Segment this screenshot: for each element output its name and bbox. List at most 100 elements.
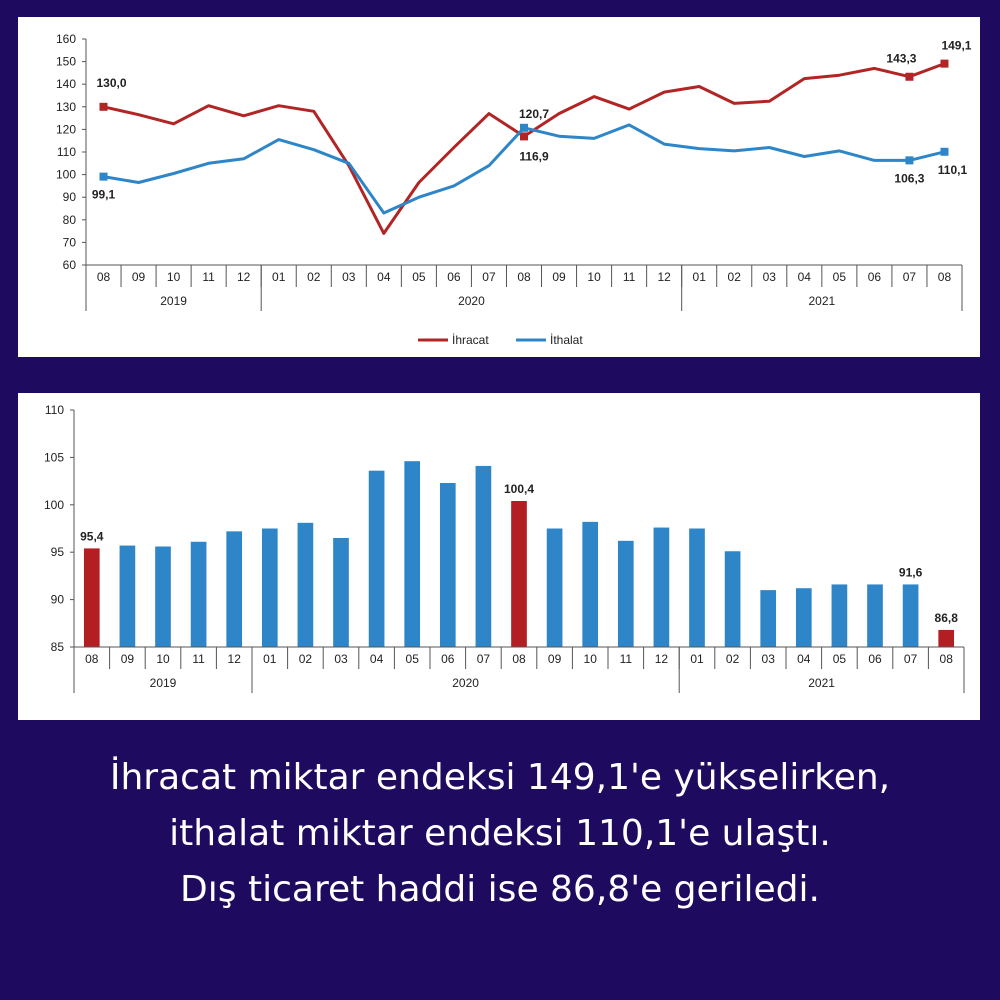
bar-data-label: 100,4 [504, 482, 534, 496]
bar [902, 584, 919, 647]
bar [617, 540, 634, 647]
line-x-tick-label: 05 [833, 270, 847, 284]
line-x-tick-label: 08 [517, 270, 531, 284]
data-point-ithalat [803, 155, 806, 158]
bar-y-tick-label: 90 [51, 593, 65, 607]
data-point-ithalat [873, 159, 876, 162]
bar [831, 584, 848, 647]
bar-year-label: 2021 [808, 676, 835, 690]
bar-y-tick-label: 105 [44, 450, 64, 464]
data-point-ihracat [137, 113, 140, 116]
bar-y-tick-label: 95 [51, 545, 65, 559]
data-label-ithalat: 99,1 [92, 188, 116, 202]
line-x-tick-label: 02 [728, 270, 742, 284]
data-point-ithalat [593, 137, 596, 140]
data-point-ihracat [593, 95, 596, 98]
line-x-tick-label: 11 [202, 270, 215, 284]
line-x-tick-label: 04 [377, 270, 391, 284]
bar-x-tick-label: 09 [548, 652, 562, 666]
data-point-ihracat [940, 59, 949, 68]
data-point-ihracat [99, 102, 108, 111]
line-x-tick-label: 01 [693, 270, 707, 284]
data-point-ihracat [733, 102, 736, 105]
bar-x-tick-label: 06 [441, 652, 455, 666]
export-import-index-panel: 60 70 80 90 100 110 120 130 140 150 160 08 09 10 11 12 0… [18, 17, 980, 357]
line-x-tick-label: 01 [272, 270, 286, 284]
bar [511, 501, 527, 647]
data-label-ithalat: 106,3 [894, 171, 924, 185]
data-point-ihracat [277, 104, 280, 107]
data-point-ihracat [698, 85, 701, 88]
bar [867, 584, 883, 647]
bar [475, 465, 492, 647]
data-point-ihracat [663, 91, 666, 94]
caption-line-3: Dış ticaret haddi ise 86,8'e geriledi. [180, 869, 820, 910]
bar [119, 545, 136, 647]
data-point-ithalat [417, 196, 420, 199]
data-point-ithalat [558, 135, 561, 138]
bar-x-tick-label: 04 [370, 652, 384, 666]
bar-x-tick-label: 08 [512, 652, 526, 666]
bar [689, 528, 705, 647]
line-year-label: 2020 [458, 294, 485, 308]
data-point-ihracat [207, 104, 210, 107]
line-year-label: 2019 [160, 294, 187, 308]
line-year-label: 2021 [808, 294, 835, 308]
data-point-ithalat [905, 156, 914, 165]
line-x-tick-label: 09 [132, 270, 146, 284]
bar-x-tick-label: 02 [299, 652, 313, 666]
data-point-ihracat [628, 108, 631, 111]
bar-x-tick-label: 01 [690, 652, 704, 666]
data-point-ihracat [768, 100, 771, 103]
bar-x-tick-label: 11 [192, 652, 205, 666]
terms-of-trade-panel: 85 90 95 100 105 110 95,4 100,4 91,6 86,8 08 09 10 11… [18, 393, 980, 720]
data-point-ithalat [137, 181, 140, 184]
bar-data-label: 95,4 [80, 529, 104, 543]
bar-x-tick-label: 05 [833, 652, 847, 666]
bar [546, 528, 563, 647]
bar-x-tick-label: 09 [121, 652, 135, 666]
bar-y-tick-label: 85 [51, 640, 65, 654]
bar-x-tick-label: 11 [620, 652, 633, 666]
bar [404, 461, 421, 647]
data-label-ihracat: 149,1 [941, 39, 971, 53]
data-label-ihracat: 130,0 [97, 76, 127, 90]
bar [83, 548, 100, 647]
data-point-ithalat [207, 162, 210, 165]
data-point-ithalat [99, 172, 108, 181]
bar-data-label: 86,8 [935, 611, 959, 625]
bar-x-tick-label: 03 [334, 652, 348, 666]
bar-x-tick-label: 10 [584, 652, 598, 666]
data-point-ihracat [312, 110, 315, 113]
line-x-tick-label: 02 [307, 270, 321, 284]
line-y-tick-label: 150 [56, 55, 76, 69]
data-point-ithalat [242, 157, 245, 160]
data-label-ihracat: 116,9 [519, 149, 549, 163]
line-x-tick-label: 08 [938, 270, 952, 284]
bar [724, 551, 741, 647]
bar-year-label: 2020 [452, 676, 479, 690]
data-point-ithalat [172, 172, 175, 175]
line-x-tick-label: 10 [587, 270, 601, 284]
line-x-tick-label: 04 [798, 270, 812, 284]
line-x-tick-label: 11 [623, 270, 636, 284]
data-point-ithalat [487, 164, 490, 167]
data-point-ihracat [905, 72, 914, 81]
bar [582, 521, 599, 647]
bar [368, 470, 385, 647]
bar [333, 537, 349, 647]
data-point-ihracat [382, 232, 385, 235]
bar-y-tick-label: 110 [45, 403, 64, 417]
bar-x-tick-label: 10 [156, 652, 170, 666]
data-point-ithalat [277, 138, 280, 141]
line-y-tick-label: 80 [63, 213, 77, 227]
line-x-tick-label: 12 [237, 270, 251, 284]
data-point-ithalat [698, 147, 701, 150]
bar [261, 528, 278, 647]
bar [226, 531, 243, 647]
data-point-ithalat [768, 146, 771, 149]
data-point-ithalat [663, 143, 666, 146]
bar [795, 588, 812, 647]
